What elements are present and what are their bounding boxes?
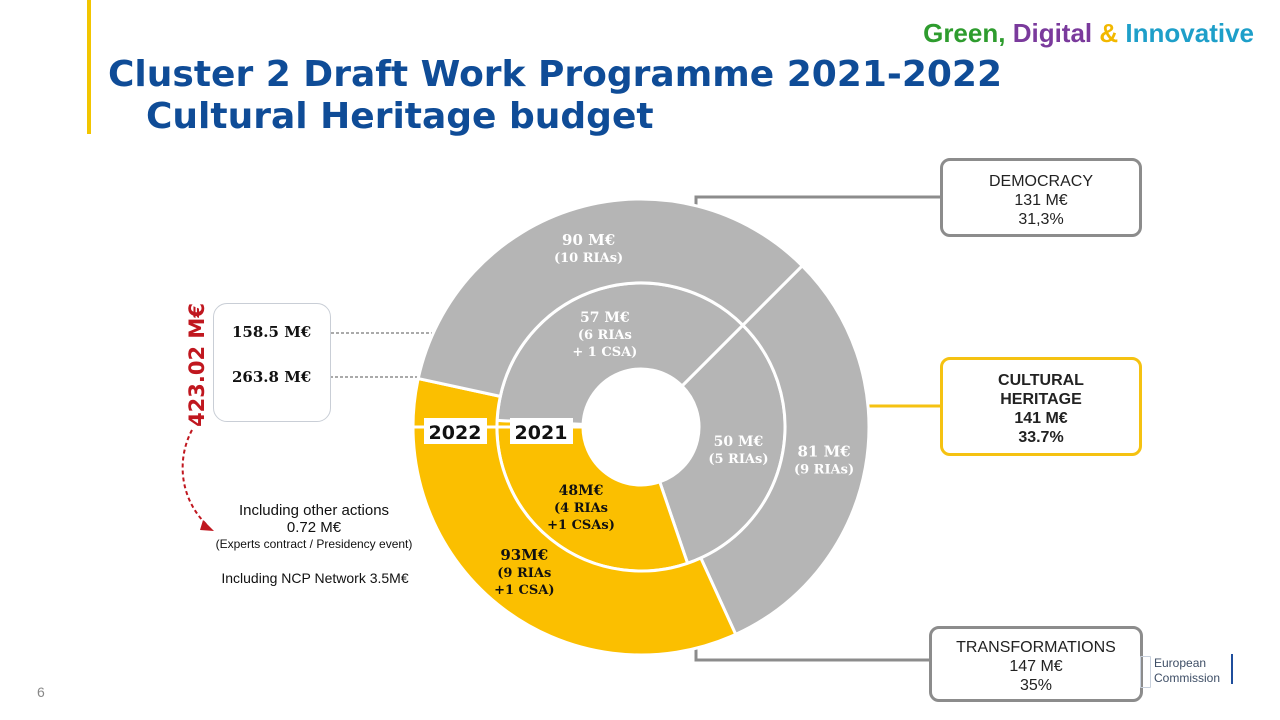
slice-label-2021-1: 48M€ (4 RIAs +1 CSAs)	[547, 483, 615, 533]
ec-logo-bar	[1231, 654, 1233, 684]
slice-2022-2	[416, 197, 805, 399]
total-2022: 263.8 M€	[232, 368, 312, 386]
note-other-actions-line1: Including other actions	[238, 502, 390, 519]
democracy-label: DEMOCRACY	[988, 173, 1093, 190]
year-labels: 2022 2021	[424, 418, 573, 444]
connector-democracy	[694, 195, 940, 212]
slogan-innovative: Innovative	[1125, 18, 1254, 48]
cultural-heritage-label-2: HERITAGE	[1000, 391, 1082, 408]
slice-label-2021-2: 57 M€ (6 RIAs + 1 CSA)	[572, 310, 637, 360]
grand-total: 423.02 M€	[185, 303, 209, 427]
note-ncp-network: Including NCP Network 3.5M€	[221, 570, 409, 586]
slice-2022-0	[698, 263, 871, 637]
total-2021: 158.5 M€	[232, 323, 312, 341]
page-title: Cluster 2 Draft Work Programme 2021-2022…	[108, 54, 1002, 138]
note-other-actions: Including other actions 0.72 M€ (Experts…	[204, 502, 424, 553]
cultural-heritage-amount: 141 M€	[1014, 410, 1068, 427]
callout-transformations: TRANSFORMATIONS 147 M€ 35%	[929, 626, 1143, 702]
page-number: 6	[37, 684, 45, 700]
total-arrow-head	[200, 520, 214, 531]
slice-label-2022-0: 81 M€ (9 RIAs)	[794, 443, 854, 478]
note-other-actions-line2: 0.72 M€	[286, 519, 342, 536]
total-arrow	[181, 429, 209, 527]
callout-democracy: DEMOCRACY 131 M€ 31,3%	[940, 158, 1142, 237]
slice-2022-1	[411, 376, 738, 657]
yearly-totals-box	[213, 303, 331, 422]
slogan-green: Green,	[923, 18, 1006, 48]
title-line-1: Cluster 2 Draft Work Programme 2021-2022	[108, 54, 1003, 95]
title-line-2: Cultural Heritage budget	[146, 96, 654, 137]
year-2022-tag-bg	[424, 418, 487, 444]
ec-logo-line2: Commission	[1154, 671, 1221, 685]
democracy-share: 31,3%	[1018, 211, 1064, 228]
transformations-amount: 147 M€	[1009, 658, 1063, 675]
slogan-amp: &	[1099, 18, 1119, 48]
accent-bar	[87, 0, 91, 134]
note-other-actions-sub: (Experts contract / Presidency event)	[215, 537, 413, 551]
ec-logo-line1: European	[1154, 656, 1207, 670]
ec-flag-icon	[1140, 656, 1151, 688]
year-2021-tag-bg	[510, 418, 573, 444]
transformations-share: 35%	[1019, 677, 1053, 694]
year-2021-tag: 2021	[515, 422, 568, 444]
slogan-digital: Digital	[1012, 18, 1093, 48]
slogan: Green, Digital & Innovative	[923, 18, 1254, 49]
democracy-amount: 131 M€	[1014, 192, 1068, 209]
cultural-heritage-share: 33.7%	[1018, 429, 1064, 446]
slice-label-2021-0: 50 M€ (5 RIAs)	[708, 434, 768, 467]
ec-logo-text: European Commission	[1154, 656, 1220, 686]
callout-cultural-heritage: CULTURAL HERITAGE 141 M€ 33.7%	[940, 357, 1142, 456]
slice-label-2022-1: 93M€ (9 RIAs +1 CSA)	[494, 546, 554, 598]
slice-label-2022-2: 90 M€ (10 RIAs)	[554, 231, 623, 266]
cultural-heritage-label-1: CULTURAL	[998, 372, 1084, 389]
transformations-label: TRANSFORMATIONS	[956, 639, 1116, 656]
year-2022-tag: 2022	[429, 422, 482, 444]
